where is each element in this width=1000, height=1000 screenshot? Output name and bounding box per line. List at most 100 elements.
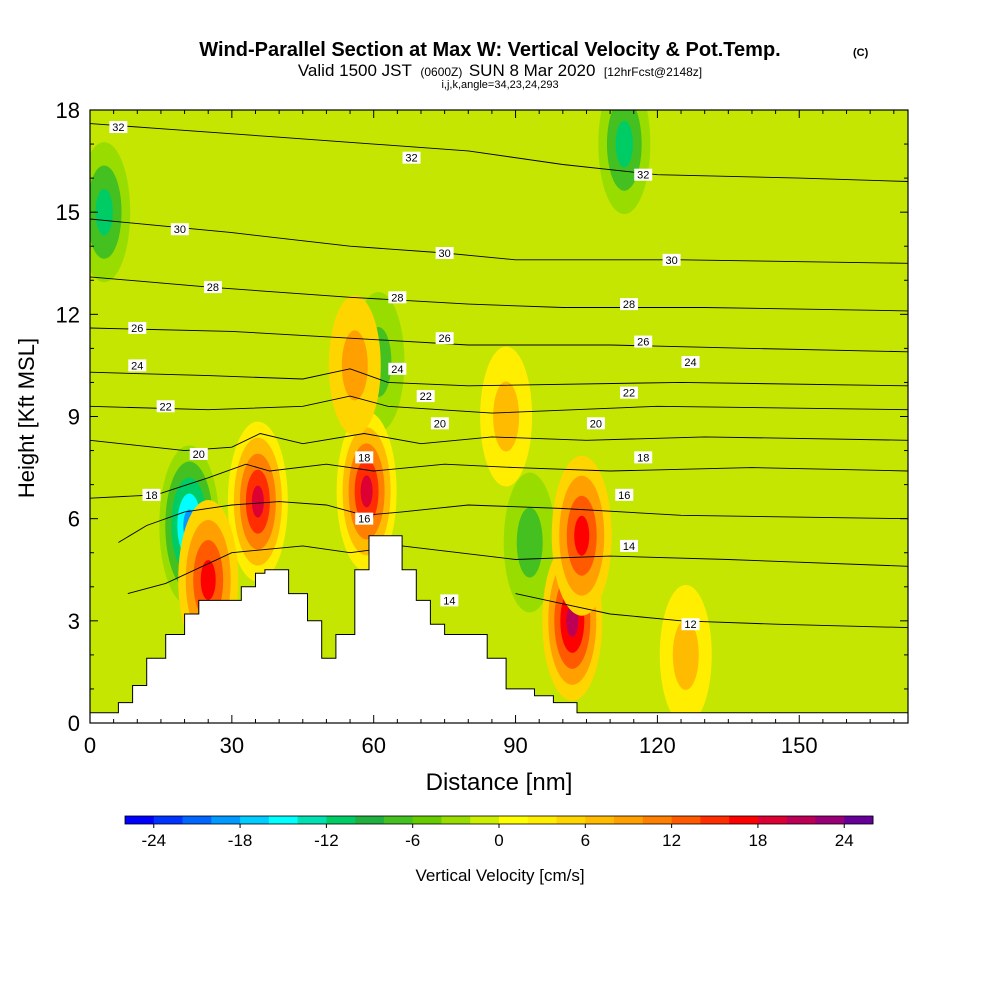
isentrope-label-box — [435, 332, 454, 345]
isentrope-label-text: 16 — [358, 514, 370, 526]
colorbar-swatch — [383, 816, 414, 824]
colorbar-tick-label: 24 — [835, 831, 854, 850]
velocity-shade — [95, 188, 113, 236]
x-tick-label: 60 — [361, 733, 385, 758]
x-tick-label: 30 — [220, 733, 244, 758]
isentrope-label: 16 — [615, 488, 634, 502]
isentrope-label: 32 — [634, 168, 653, 182]
indices-line: i,j,k,angle=34,23,24,293 — [441, 79, 558, 91]
isentrope-label-box — [355, 512, 374, 525]
colorbar-swatch — [125, 816, 155, 824]
isentrope-label: 20 — [430, 417, 449, 430]
isentrope-label-text: 22 — [420, 391, 432, 403]
colorbar-tick-label: 6 — [581, 831, 590, 850]
isentrope-label-box — [156, 400, 175, 413]
colorbar-swatch — [757, 816, 788, 824]
isentrope-label: 26 — [128, 321, 147, 335]
isentrope-label-text: 26 — [438, 333, 450, 345]
isentrope-label-text: 26 — [131, 323, 143, 335]
velocity-updraft-5 — [227, 421, 288, 582]
isentrope-label-box — [388, 362, 407, 375]
velocity-shade — [360, 475, 373, 508]
velocity-shade — [341, 330, 368, 401]
isentrope-label-text: 32 — [112, 122, 124, 134]
y-tick-label: 12 — [56, 302, 80, 327]
isentrope-label-box — [586, 417, 605, 430]
velocity-shade — [493, 381, 520, 452]
isentrope-label-box — [402, 151, 421, 164]
x-tick-label: 150 — [781, 733, 818, 758]
isentrope-label-text: 18 — [358, 452, 370, 464]
colorbar-swatch — [671, 816, 701, 824]
isentrope-label-box — [430, 417, 449, 430]
x-tick-label: 120 — [639, 733, 676, 758]
isentrope-label-text: 24 — [684, 357, 696, 369]
isentrope-label: 18 — [355, 451, 374, 464]
velocity-updraft-12 — [659, 584, 712, 723]
y-axis-label: Height [Kft MSL] — [14, 338, 39, 498]
valid-time-line: Valid 1500 JST (0600Z) SUN 8 Mar 2020 [1… — [298, 61, 702, 80]
isentrope-label-text: 16 — [618, 490, 630, 502]
isentrope-label: 32 — [109, 121, 128, 134]
isentrope-label-box — [634, 335, 653, 348]
isentrope-label: 18 — [142, 488, 161, 502]
isentrope-label: 28 — [620, 298, 639, 311]
isentrope-label: 22 — [620, 386, 639, 400]
isentrope-label-box — [128, 359, 147, 372]
isentrope-32 — [90, 123, 908, 182]
isentrope-label: 26 — [634, 335, 653, 349]
isentrope-label-box — [681, 618, 700, 631]
isentrope-label-box — [435, 247, 454, 260]
velocity-updraft-9 — [551, 455, 612, 616]
isentrope-label: 24 — [128, 359, 147, 372]
colorbar-label: Vertical Velocity [cm/s] — [415, 866, 584, 885]
velocity-shade — [615, 120, 633, 168]
isentrope-label: 28 — [388, 291, 407, 304]
velocity-shade — [672, 619, 699, 690]
colorbar-swatch — [268, 816, 299, 824]
isentrope-label: 16 — [355, 512, 374, 526]
velocity-downdraft-1 — [90, 142, 131, 283]
colorbar-swatch — [499, 816, 529, 824]
isentrope-22 — [90, 395, 908, 414]
colorbar-tick-label: -6 — [405, 831, 420, 850]
colorbar-swatch — [326, 816, 356, 824]
isentrope-label: 32 — [402, 151, 421, 165]
velocity-shade — [251, 485, 264, 518]
colorbar-swatch — [441, 816, 471, 824]
y-axis: 0 3 6 9 12 15 18 — [56, 98, 908, 736]
isentrope-18 — [90, 463, 908, 499]
isentrope-label: 26 — [435, 332, 454, 345]
x-tick-label: 90 — [503, 733, 527, 758]
isentrope-label-text: 32 — [405, 153, 417, 165]
velocity-shade — [516, 507, 543, 578]
valid-prefix: Valid 1500 JST — [298, 61, 412, 80]
valid-date: SUN 8 Mar 2020 — [469, 61, 596, 80]
colorbar-swatch — [700, 816, 730, 824]
colorbar-swatch — [815, 816, 845, 824]
isentrope-label-box — [355, 451, 374, 464]
isentrope-26 — [90, 327, 908, 353]
isentrope-label-text: 30 — [665, 255, 677, 267]
colorbar-tick-label: -24 — [141, 831, 166, 850]
colorbar-swatch — [527, 816, 558, 824]
isentrope-label-text: 22 — [160, 401, 172, 413]
colorbar-swatch — [844, 816, 874, 824]
velocity-downdraft-2 — [598, 110, 651, 215]
colorbar-swatch — [297, 816, 327, 824]
isentrope-label-box — [615, 488, 634, 501]
colorbar-tick-label: -12 — [314, 831, 339, 850]
isentrope-label-box — [109, 121, 128, 134]
isentrope-labels: 32 32 32 30 30 30 28 28 28 26 26 26 24 24 24 22 22 22 20 20… — [109, 121, 700, 631]
isentrope-label: 12 — [681, 618, 700, 631]
isentrope-label: 30 — [435, 247, 454, 260]
isentrope-label: 22 — [416, 390, 435, 403]
y-tick-label: 15 — [56, 200, 80, 225]
colorbar-swatch — [642, 816, 673, 824]
isentrope-label-text: 30 — [174, 224, 186, 236]
isentrope-label-text: 14 — [623, 541, 635, 553]
isentrope-label-text: 28 — [623, 299, 635, 311]
y-tick-label: 0 — [68, 711, 80, 736]
chart-title-unit: (C) — [853, 47, 869, 59]
colorbar-swatch — [240, 816, 270, 824]
